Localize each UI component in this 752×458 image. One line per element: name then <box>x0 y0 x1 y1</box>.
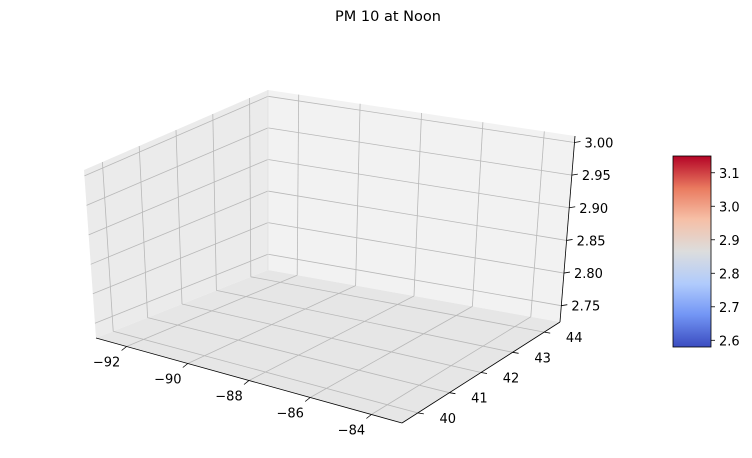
x-tick-label: −84 <box>338 424 365 439</box>
z-tick-mark <box>574 141 581 143</box>
colorbar-tick-label: 2.9 <box>719 234 740 249</box>
y-tick-mark <box>512 351 519 354</box>
colorbar-tick-label: 2.7 <box>719 301 740 316</box>
x-tick-label: −90 <box>154 373 181 388</box>
x-grid-line-wall <box>296 94 300 276</box>
colorbar-gradient <box>672 155 712 348</box>
colorbar-tick-label: 3.1 <box>719 167 740 182</box>
z-tick-mark <box>571 173 578 176</box>
z-grid-line-left <box>88 159 269 236</box>
z-tick-mark <box>569 206 576 209</box>
x-tick-mark <box>304 397 311 402</box>
y-tick-mark <box>480 372 488 374</box>
y-tick-mark <box>449 392 456 395</box>
y-tick-label: 41 <box>471 392 488 407</box>
x-axis-line <box>95 337 403 424</box>
axis-lines <box>95 90 581 424</box>
grid-lines <box>84 94 575 415</box>
z-grid-line-left <box>94 253 269 324</box>
x-grid-line-wall <box>355 103 361 286</box>
z-grid-line-back <box>267 127 572 176</box>
z-tick-label: 2.75 <box>571 300 600 315</box>
y-axis-line <box>401 321 561 424</box>
y-tick-label: 40 <box>440 412 457 427</box>
left-wall-pane <box>84 90 268 338</box>
x-tick-mark <box>182 363 189 368</box>
colorbar-tick-label: 2.6 <box>719 334 740 349</box>
back-wall-pane <box>268 90 575 322</box>
colorbar-tick-label: 3.0 <box>719 200 740 215</box>
y-grid-line-wall <box>138 145 148 318</box>
z-tick-mark <box>566 239 573 241</box>
x-grid-line-wall <box>413 112 422 297</box>
x-tick-label: −88 <box>215 390 242 405</box>
x-tick-label: −92 <box>93 356 120 371</box>
z-tick-label: 2.90 <box>579 202 608 217</box>
z-grid-line-back <box>267 253 562 307</box>
x-grid-line-wall <box>472 122 484 307</box>
z-grid-line-left <box>92 222 269 295</box>
y-grid-line-floor <box>113 330 418 414</box>
colorbar: 2.6 2.7 2.8 2.9 3.0 3.1 <box>672 155 740 349</box>
y-tick-label: 42 <box>503 372 520 387</box>
y-grid-line-wall <box>175 129 183 305</box>
z-tick-label: 2.95 <box>582 169 611 184</box>
z-grid-line-left <box>84 95 269 177</box>
z-grid-line-left <box>90 190 269 265</box>
z-tick-mark <box>563 271 571 274</box>
chart-title: PM 10 at Noon <box>335 9 441 25</box>
x-tick-mark <box>243 380 250 385</box>
y-tick-label: 44 <box>566 331 583 346</box>
z-tick-label: 2.80 <box>574 267 603 282</box>
y-grid-line-wall <box>102 161 114 332</box>
floor-pane <box>96 270 560 423</box>
y-tick-label: 43 <box>534 351 551 366</box>
z-axis-line <box>559 135 576 323</box>
tick-labels: −92 −90 −88 −86 −84 40 41 42 43 44 2.75 2.80 2.85 2.9… <box>93 137 614 439</box>
z-grid-line-back <box>267 159 570 209</box>
z-grid-line-back <box>267 190 567 241</box>
colorbar-ticks: 2.6 2.7 2.8 2.9 3.0 3.1 <box>711 167 740 349</box>
y-grid-line-floor <box>181 303 482 373</box>
z-tick-label: 3.00 <box>584 137 613 152</box>
x-tick-mark <box>121 346 127 351</box>
colorbar-tick-label: 2.8 <box>719 267 740 282</box>
y-grid-line-wall <box>212 113 217 291</box>
z-tick-label: 2.85 <box>577 234 606 249</box>
z-grid-line-back <box>267 222 565 274</box>
z-grid-line-left <box>86 127 269 206</box>
x-tick-mark <box>366 414 372 419</box>
x-grid-line-wall <box>530 131 545 317</box>
y-tick-mark <box>417 412 424 415</box>
y-grid-line-floor <box>216 290 513 353</box>
y-grid-line-floor <box>250 276 545 333</box>
y-grid-line-wall <box>249 97 252 277</box>
z-tick-mark <box>561 304 568 307</box>
y-tick-mark <box>544 331 551 334</box>
y-grid-line-floor <box>147 317 450 394</box>
x-tick-label: −86 <box>276 407 303 422</box>
z-grid-line-back <box>267 95 575 143</box>
